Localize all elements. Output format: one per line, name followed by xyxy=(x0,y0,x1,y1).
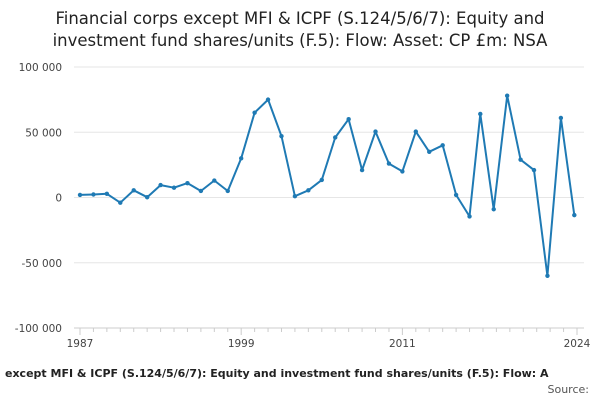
data-point-12[interactable] xyxy=(238,156,244,161)
x-tick-label-0: 1987 xyxy=(67,338,94,350)
data-point-31[interactable] xyxy=(491,207,496,212)
x-tick-label-2: 2011 xyxy=(389,338,416,350)
chart-title-line-1: Financial corps except MFI & ICPF (S.124… xyxy=(55,9,544,28)
data-point-24[interactable] xyxy=(400,169,405,174)
data-point-16[interactable] xyxy=(292,193,298,199)
data-point-9[interactable] xyxy=(198,188,204,194)
x-tick-label-3: 2024 xyxy=(564,338,591,350)
data-point-21[interactable] xyxy=(359,167,365,173)
data-point-8[interactable] xyxy=(185,180,190,186)
data-point-27[interactable] xyxy=(440,143,445,148)
x-tick-label-1: 1999 xyxy=(228,338,255,350)
data-point-0[interactable] xyxy=(77,192,83,198)
chart-title-line-2: investment fund shares/units (F.5): Flow… xyxy=(53,31,549,50)
grid-lines xyxy=(74,66,584,329)
data-point-13[interactable] xyxy=(252,110,257,115)
data-point-23[interactable] xyxy=(386,161,392,166)
data-points xyxy=(77,93,577,278)
data-point-6[interactable] xyxy=(158,182,163,188)
data-point-19[interactable] xyxy=(333,135,338,140)
y-tick-label-2: 0 xyxy=(55,193,62,205)
data-point-34[interactable] xyxy=(531,167,537,173)
data-point-15[interactable] xyxy=(279,133,284,139)
data-point-36[interactable] xyxy=(558,115,564,121)
legend-label: except MFI & ICPF (S.124/5/6/7): Equity … xyxy=(5,367,549,380)
data-point-4[interactable] xyxy=(131,188,136,193)
data-point-2[interactable] xyxy=(104,191,110,197)
data-point-7[interactable] xyxy=(171,185,177,190)
data-point-25[interactable] xyxy=(413,129,419,134)
data-point-26[interactable] xyxy=(427,149,432,155)
data-point-10[interactable] xyxy=(212,178,217,183)
data-point-11[interactable] xyxy=(225,188,230,194)
y-axis-tick-labels: 100 000 50 000 0 -50 000 -100 000 xyxy=(15,62,62,335)
x-axis: 1987 1999 2011 2024 xyxy=(67,327,591,350)
data-point-33[interactable] xyxy=(518,157,523,162)
data-point-22[interactable] xyxy=(373,129,378,134)
data-point-32[interactable] xyxy=(504,93,510,98)
series-group xyxy=(79,94,576,277)
data-point-28[interactable] xyxy=(453,192,459,198)
data-point-17[interactable] xyxy=(306,188,311,193)
data-point-37[interactable] xyxy=(572,212,577,218)
data-point-14[interactable] xyxy=(265,97,271,102)
data-point-29[interactable] xyxy=(467,214,472,219)
y-tick-label-0: 100 000 xyxy=(19,62,62,74)
series-line-0 xyxy=(79,94,576,277)
y-tick-label-3: -50 000 xyxy=(21,258,62,270)
data-point-3[interactable] xyxy=(118,200,123,205)
source-label: Source: xyxy=(548,383,590,396)
data-point-35[interactable] xyxy=(545,273,550,278)
data-point-20[interactable] xyxy=(346,117,351,122)
data-point-1[interactable] xyxy=(91,192,96,197)
data-point-18[interactable] xyxy=(319,177,324,183)
y-tick-label-1: 50 000 xyxy=(25,127,62,139)
data-point-5[interactable] xyxy=(144,195,150,200)
y-tick-label-4: -100 000 xyxy=(15,323,62,335)
data-point-30[interactable] xyxy=(478,111,483,117)
